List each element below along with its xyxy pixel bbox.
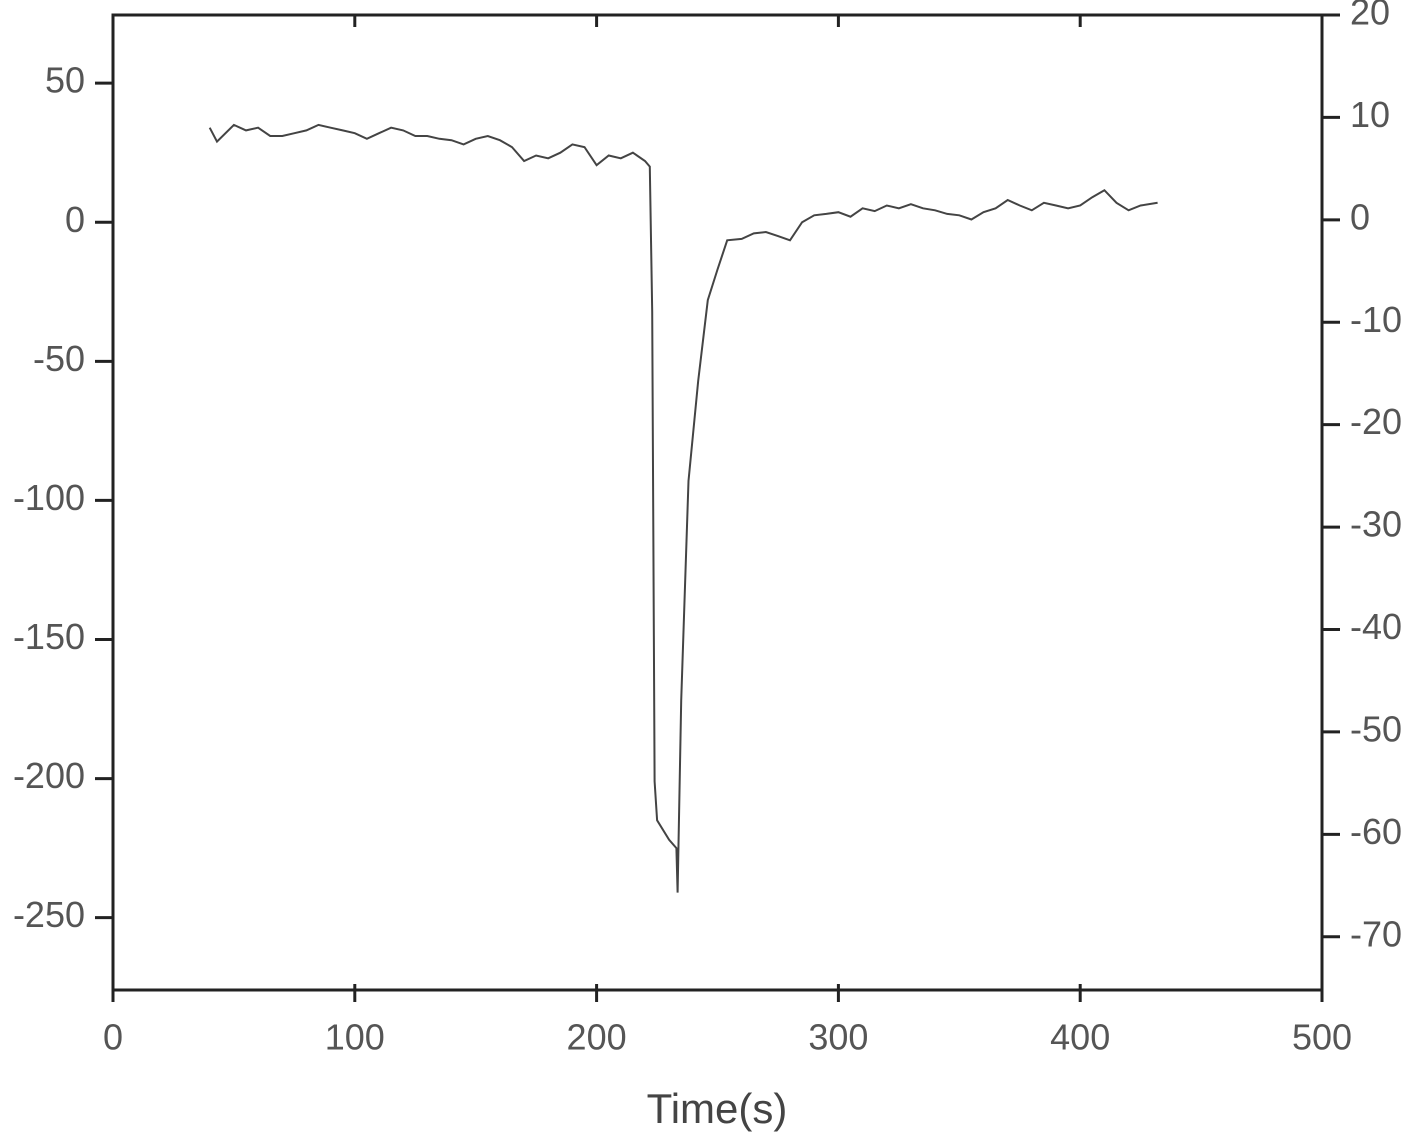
- y2-tick-label: -20: [1350, 401, 1402, 442]
- y-tick-label: 50: [45, 60, 85, 101]
- y2-tick-label: 10: [1350, 94, 1390, 135]
- y-tick-label: -200: [13, 755, 85, 796]
- y2-tick-label: -40: [1350, 606, 1402, 647]
- x-tick-label: 300: [808, 1017, 868, 1058]
- y-tick-label: -250: [13, 894, 85, 935]
- plot-frame: [111, 13, 1324, 992]
- y2-tick-label: -10: [1350, 299, 1402, 340]
- y2-tick-label: -60: [1350, 811, 1402, 852]
- y-tick-label: -150: [13, 616, 85, 657]
- y2-tick-label: -70: [1350, 913, 1402, 954]
- y2-tick-label: 0: [1350, 196, 1370, 237]
- y2-tick-label: -30: [1350, 504, 1402, 545]
- y-tick-label: -50: [33, 338, 85, 379]
- data-line: [208, 123, 1158, 893]
- y2-tick-label: 20: [1350, 0, 1390, 33]
- y2-tick-label: -50: [1350, 708, 1402, 749]
- y-tick-label: -100: [13, 477, 85, 518]
- x-tick-label: 200: [567, 1017, 627, 1058]
- x-tick-label: 100: [325, 1017, 385, 1058]
- x-tick-label: 400: [1050, 1017, 1110, 1058]
- x-tick-label: 500: [1292, 1017, 1352, 1058]
- y-tick-label: 0: [65, 199, 85, 240]
- x-axis-label: Time(s): [647, 1085, 788, 1132]
- x-tick-label: 0: [103, 1017, 123, 1058]
